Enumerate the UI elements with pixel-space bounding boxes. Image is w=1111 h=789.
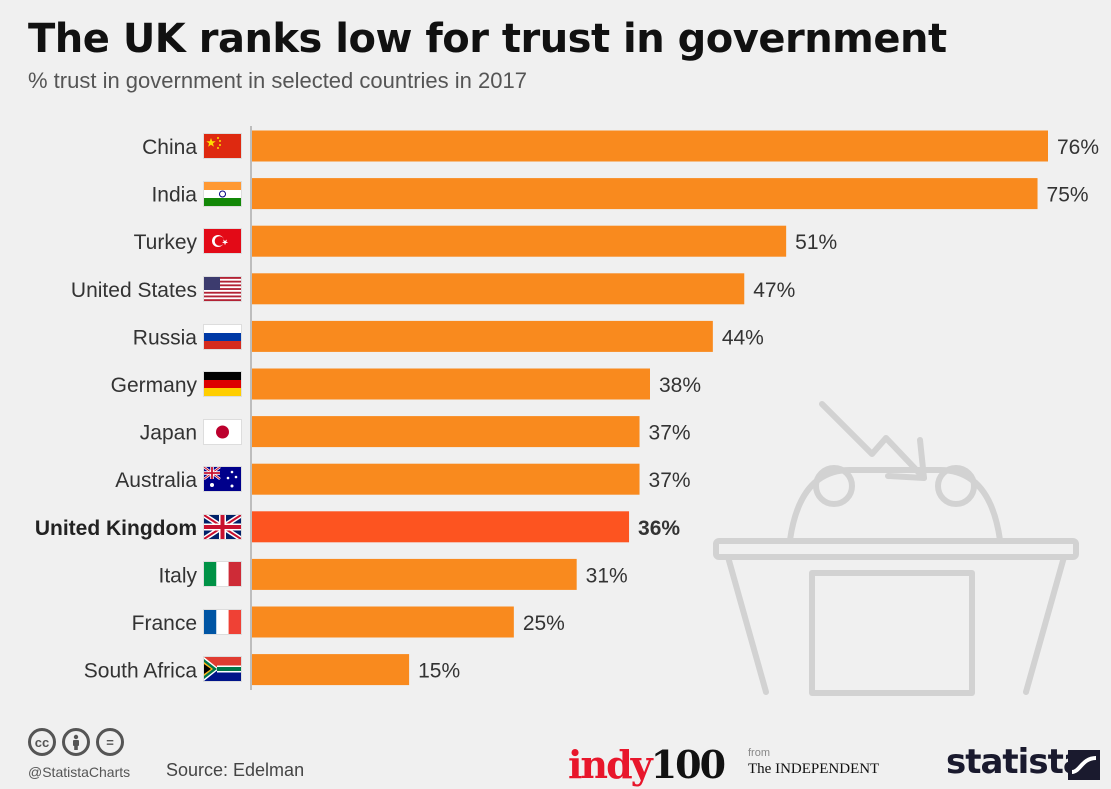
twitter-handle: @StatistaCharts xyxy=(28,764,131,780)
bar-germany xyxy=(252,368,650,400)
source-note: Source: Edelman xyxy=(166,760,305,780)
value-label-germany: 38% xyxy=(659,374,701,397)
value-label-italy: 31% xyxy=(586,564,628,587)
bar-united-states xyxy=(252,273,745,305)
bar-turkey xyxy=(252,225,787,257)
category-label-china: China xyxy=(142,136,197,159)
value-label-india: 75% xyxy=(1047,184,1089,207)
uk-flag-icon xyxy=(204,515,241,539)
statista-logo-text: statista xyxy=(946,742,1086,782)
indy100-logo: indy100 xyxy=(568,742,726,787)
bar-india xyxy=(252,178,1038,210)
creative-commons-icon: cc xyxy=(28,728,56,756)
value-label-united-states: 47% xyxy=(753,279,795,302)
bar-italy xyxy=(252,558,577,590)
value-label-south-africa: 15% xyxy=(418,660,460,683)
germany-flag-icon xyxy=(204,372,241,396)
category-label-france: France xyxy=(132,612,197,635)
bar-united-kingdom xyxy=(252,511,630,543)
value-label-china: 76% xyxy=(1057,136,1099,159)
south-africa-flag-icon xyxy=(204,657,241,681)
bar-france xyxy=(252,606,514,638)
chart-title: The UK ranks low for trust in government xyxy=(28,16,947,62)
india-flag-icon xyxy=(204,182,241,206)
bar-japan xyxy=(252,416,640,448)
italy-flag-icon xyxy=(204,562,241,586)
bar-australia xyxy=(252,463,640,495)
no-derivatives-icon: = xyxy=(96,728,124,756)
category-label-united-states: United States xyxy=(71,279,197,302)
category-label-australia: Australia xyxy=(115,469,197,492)
china-flag-icon xyxy=(204,134,241,158)
license-icons: cc = xyxy=(28,728,124,756)
japan-flag-icon xyxy=(204,420,241,444)
category-label-turkey: Turkey xyxy=(134,231,198,254)
independent-logo: The INDEPENDENT xyxy=(748,761,880,777)
category-label-united-kingdom: United Kingdom xyxy=(35,517,197,540)
value-label-russia: 44% xyxy=(722,326,764,349)
value-label-france: 25% xyxy=(523,612,565,635)
france-flag-icon xyxy=(204,610,241,634)
category-label-italy: Italy xyxy=(158,564,197,587)
indy100-brand: indy xyxy=(568,742,653,787)
russia-flag-icon xyxy=(204,325,241,349)
category-label-japan: Japan xyxy=(140,422,197,445)
value-label-turkey: 51% xyxy=(795,231,837,254)
turkey-flag-icon xyxy=(204,229,241,253)
statista-logo-icon xyxy=(1068,750,1100,780)
usa-flag-icon xyxy=(204,277,241,301)
from-label: from xyxy=(748,747,770,759)
attribution-icon xyxy=(62,728,90,756)
category-label-germany: Germany xyxy=(111,374,198,397)
category-label-india: India xyxy=(151,184,197,207)
value-label-united-kingdom: 36% xyxy=(638,517,680,540)
value-label-japan: 37% xyxy=(649,422,691,445)
value-label-australia: 37% xyxy=(649,469,691,492)
category-label-russia: Russia xyxy=(133,326,198,349)
chart-subtitle: % trust in government in selected countr… xyxy=(28,68,527,93)
australia-flag-icon xyxy=(204,467,241,491)
bar-china xyxy=(252,130,1048,162)
category-label-south-africa: South Africa xyxy=(84,660,198,683)
podium-illustration xyxy=(713,401,1079,696)
bar-russia xyxy=(252,320,713,352)
indy100-number: 100 xyxy=(650,742,726,787)
bar-south-africa xyxy=(252,654,410,686)
